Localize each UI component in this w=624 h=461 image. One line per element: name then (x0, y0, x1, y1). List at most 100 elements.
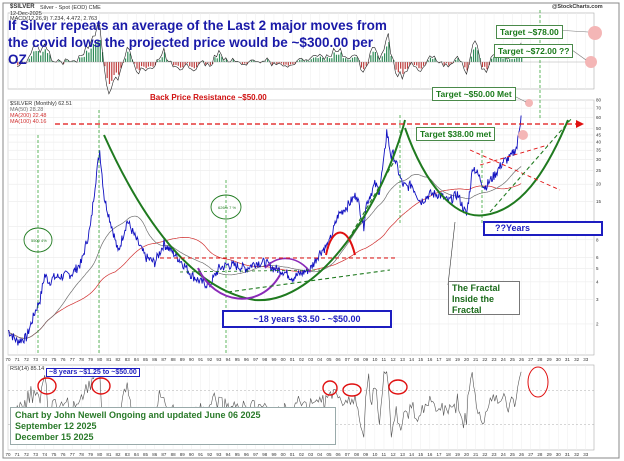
macd-histogram-bar (170, 61, 172, 62)
x-tick-label: 99 (271, 357, 277, 362)
x-tick-label-bottom: 71 (15, 452, 21, 457)
macd-histogram-bar (166, 59, 168, 62)
macd-histogram-bar (143, 62, 145, 67)
macd-histogram-bar (280, 62, 283, 64)
resistance-arrow-head (576, 120, 584, 128)
y-tick-label: 35 (596, 148, 602, 153)
macd-histogram-bar (360, 62, 363, 68)
x-tick-label: 01 (290, 357, 296, 362)
pink-marker-78 (588, 26, 602, 40)
fractal-pointer-line (447, 221, 456, 286)
pct-label-left: 5500 4% (31, 238, 47, 243)
x-tick-label: 80 (97, 357, 103, 362)
macd-histogram-bar (504, 55, 506, 62)
macd-histogram-bar (193, 62, 195, 69)
macd-histogram-bar (145, 62, 147, 69)
target-72-pointer (571, 49, 587, 61)
x-tick-label: 88 (171, 357, 177, 362)
x-tick-label: 04 (317, 357, 323, 362)
x-tick-label-bottom: 30 (556, 452, 562, 457)
x-tick-label-bottom: 04 (317, 452, 323, 457)
x-tick-label-bottom: 05 (326, 452, 332, 457)
macd-histogram-bar (191, 62, 193, 67)
macd-histogram-bar (450, 62, 452, 64)
rsi-oval-2004 (322, 380, 338, 396)
trend-channel-red-lower (479, 144, 549, 166)
x-tick-label: 75 (51, 357, 57, 362)
macd-histogram-bar (251, 60, 253, 62)
x-tick-label: 86 (152, 357, 158, 362)
x-tick-label: 97 (253, 357, 259, 362)
macd-histogram-bar (106, 62, 108, 79)
x-tick-label-bottom: 89 (180, 452, 186, 457)
macd-histogram-bar (159, 59, 161, 62)
x-tick-label-bottom: 24 (501, 452, 507, 457)
y-tick-label: 5 (596, 266, 599, 271)
headline-annotation: If Silver repeats an average of the Last… (8, 18, 387, 67)
x-axis-ticks: 7070717172727373747475757676777778787979… (6, 357, 589, 457)
macd-histogram-bar (285, 62, 287, 65)
x-tick-label: 85 (143, 357, 149, 362)
x-tick-label-bottom: 99 (271, 452, 277, 457)
pink-marker-38 (518, 130, 528, 140)
support-trendline-mid (179, 269, 321, 273)
x-tick-label-bottom: 14 (409, 452, 415, 457)
macd-histogram-bar (497, 56, 500, 62)
macd-histogram-bar (347, 59, 349, 62)
x-tick-label: 21 (473, 357, 479, 362)
x-tick-label-bottom: 08 (354, 452, 360, 457)
macd-histogram-bar (85, 50, 88, 62)
macd-histogram-bar (37, 50, 40, 62)
cup-curve-large (103, 119, 406, 302)
macd-histogram-bar (470, 56, 472, 62)
macd-histogram-bar (406, 62, 409, 69)
y-tick-label: 70 (596, 106, 602, 111)
x-tick-label: 70 (6, 357, 12, 362)
macd-histogram-bar (420, 62, 422, 69)
macd-histogram-bar (17, 62, 19, 66)
macd-histogram-bar (74, 61, 76, 62)
macd-histogram-bar (402, 62, 404, 74)
x-tick-label-bottom: 17 (437, 452, 443, 457)
macd-histogram-bar (136, 62, 138, 69)
macd-histogram-bar (267, 59, 269, 62)
x-tick-label: 74 (42, 357, 48, 362)
macd-histogram-bar (177, 62, 179, 66)
x-tick-label-bottom: 91 (198, 452, 204, 457)
x-tick-label: 89 (180, 357, 186, 362)
x-tick-label-bottom: 09 (363, 452, 369, 457)
price-series-line (7, 115, 522, 346)
macd-histogram-bar (152, 62, 154, 67)
macd-histogram-bar (88, 52, 90, 62)
x-tick-label-bottom: 07 (345, 452, 351, 457)
macd-histogram-bar (283, 62, 285, 65)
back-price-resistance-label: Back Price Resistance ~$50.00 (150, 93, 267, 102)
x-tick-label-bottom: 78 (79, 452, 85, 457)
x-tick-label-bottom: 12 (391, 452, 397, 457)
pink-marker-72 (585, 56, 597, 68)
y-tick-label: 3 (596, 297, 599, 302)
macd-histogram-bar (118, 62, 120, 75)
macd-histogram-bar (198, 62, 200, 65)
macd-histogram-bar (466, 62, 468, 71)
macd-histogram-bar (81, 57, 83, 62)
y-tick-label: 30 (596, 157, 602, 162)
macd-histogram-bar (205, 62, 207, 65)
rsi-oval-2006 (342, 383, 362, 397)
macd-histogram-bar (377, 55, 379, 62)
x-tick-label: 81 (106, 357, 112, 362)
x-tick-label: 00 (281, 357, 287, 362)
macd-histogram-bar (225, 59, 228, 62)
x-tick-label-bottom: 74 (42, 452, 48, 457)
macd-histogram-bar (246, 62, 248, 65)
macd-histogram-bar (99, 40, 101, 62)
macd-histogram-bar (95, 43, 97, 62)
macd-histogram-bar (58, 60, 60, 62)
macd-histogram-bar (28, 58, 30, 62)
macd-histogram-bar (490, 58, 493, 62)
x-tick-label-bottom: 70 (6, 452, 12, 457)
macd-histogram-bar (189, 62, 191, 67)
macd-histogram-bar (241, 62, 244, 64)
x-tick-label-bottom: 23 (492, 452, 498, 457)
x-tick-label-bottom: 10 (372, 452, 378, 457)
